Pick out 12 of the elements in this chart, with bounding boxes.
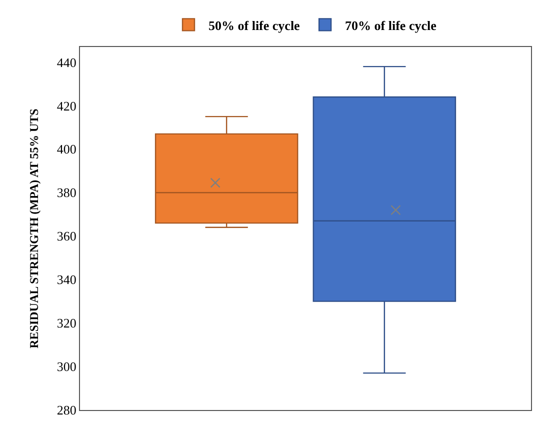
y-tick-label: 300	[56, 359, 76, 374]
y-tick-label: 320	[56, 316, 76, 331]
y-tick-label: 420	[56, 98, 76, 114]
legend-label: 70% of life cycle	[345, 18, 437, 33]
y-tick-label: 440	[56, 54, 76, 70]
legend-label: 50% of life cycle	[208, 18, 300, 33]
y-tick-label: 380	[56, 185, 76, 200]
y-tick-label: 360	[56, 228, 76, 244]
y-tick-label: 340	[56, 272, 76, 288]
y-tick-label: 400	[56, 142, 76, 157]
y-axis-title: RESIDUAL STRENGTH (MPA) AT 55% UTS	[27, 108, 42, 348]
y-tick-label: 280	[56, 402, 76, 418]
